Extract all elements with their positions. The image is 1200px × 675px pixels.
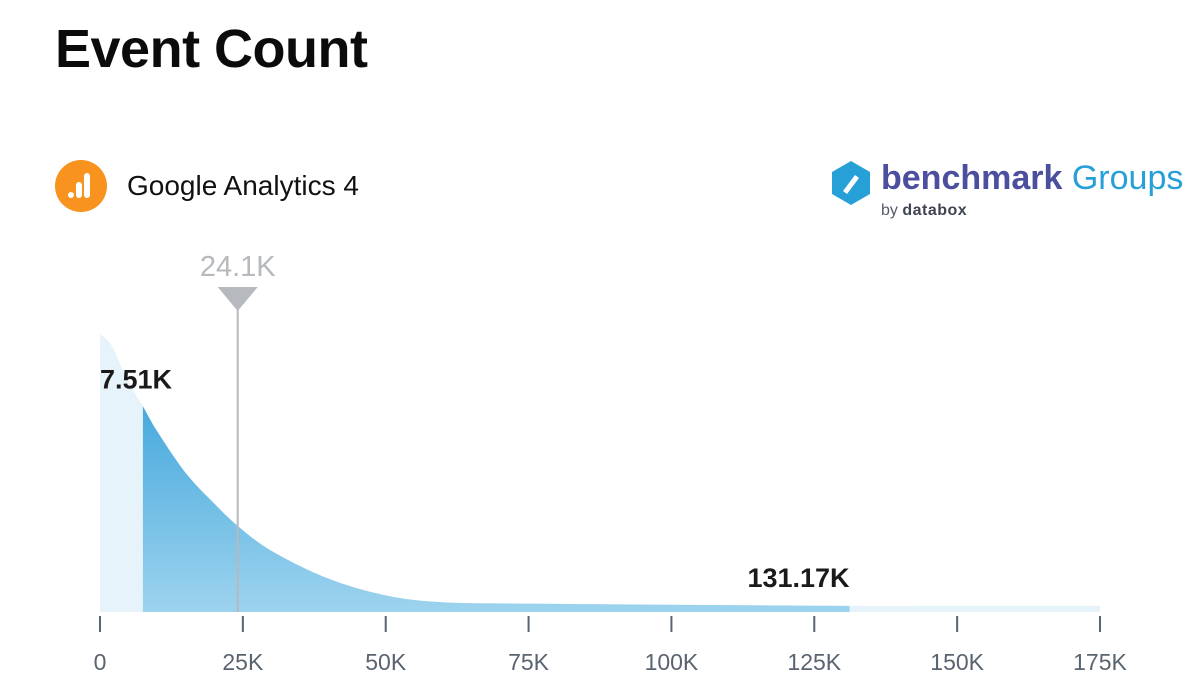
x-tick-label: 25K: [222, 649, 264, 675]
chart-title: Event Count: [55, 19, 368, 79]
brand-name-light: Groups: [1062, 159, 1184, 197]
x-tick-label: 100K: [645, 649, 699, 675]
benchmark-groups-logo: benchmark Groups by databox: [828, 158, 1183, 228]
range-high-label: 131.17K: [747, 563, 850, 593]
data-source-name: Google Analytics 4: [127, 170, 359, 201]
x-tick-label: 175K: [1073, 649, 1127, 675]
x-tick-label: 50K: [365, 649, 407, 675]
range-low-label: 7.51K: [100, 364, 173, 394]
brand-byline: by databox: [881, 202, 967, 220]
brand-name-bold: benchmark: [881, 159, 1063, 197]
distribution-range-area: [142, 406, 850, 612]
median-marker-icon: [217, 287, 258, 311]
brand-name: benchmark Groups: [881, 158, 1183, 199]
data-source: Google Analytics 4: [55, 160, 359, 212]
google-analytics-icon: [55, 160, 107, 212]
x-tick-label: 150K: [930, 649, 984, 675]
databox-logo-icon: [832, 161, 870, 205]
brand-by-name: databox: [902, 202, 968, 219]
x-tick-label: 0: [94, 649, 107, 675]
median-label: 24.1K: [200, 251, 276, 283]
x-tick-label: 75K: [508, 649, 550, 675]
brand-by-text: by: [881, 202, 898, 219]
x-tick-label: 125K: [787, 649, 841, 675]
